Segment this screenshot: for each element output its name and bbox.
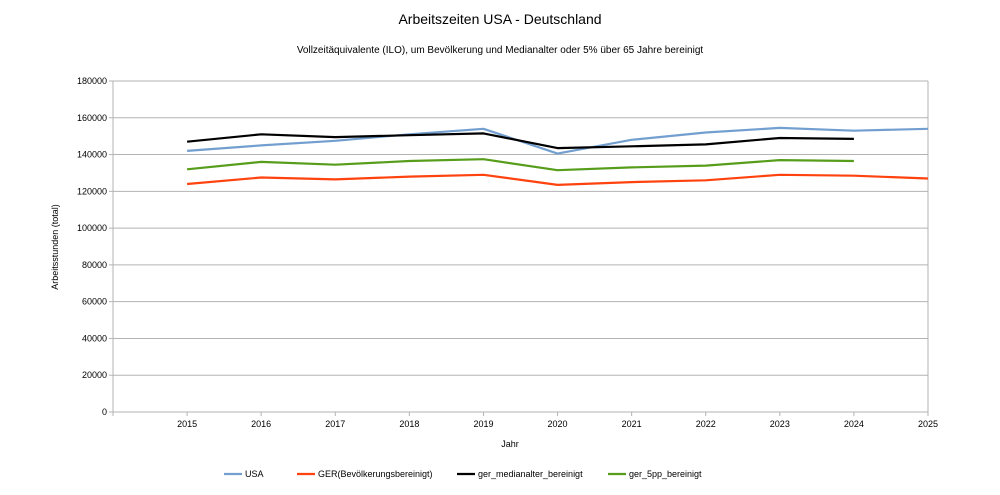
x-tick-label: 2025 — [918, 419, 938, 429]
y-tick-label: 120000 — [77, 186, 107, 196]
y-tick-label: 80000 — [82, 260, 107, 270]
y-tick-label: 40000 — [82, 333, 107, 343]
y-tick-label: 20000 — [82, 370, 107, 380]
series-line-ger-medianalter-bereinigt — [186, 132, 854, 150]
series-line-ger-5pp-bereinigt — [186, 158, 854, 172]
grid — [109, 80, 929, 416]
x-tick-label: 2015 — [177, 419, 197, 429]
y-tick-label: 160000 — [77, 113, 107, 123]
x-tick-label: 2022 — [696, 419, 716, 429]
x-axis-label: Jahr — [501, 439, 519, 449]
chart-title: Arbeitszeiten USA - Deutschland — [398, 11, 601, 27]
y-tick-label: 100000 — [77, 223, 107, 233]
legend-label: GER(Bevölkerungsbereinigt) — [318, 469, 433, 479]
x-tick-label: 2017 — [325, 419, 345, 429]
y-tick-label: 0 — [102, 407, 107, 417]
legend-label: ger_5pp_bereinigt — [629, 469, 702, 479]
legend: USA GER(Bevölkerungsbereinigt) ger_mediana… — [224, 469, 702, 479]
x-tick-label: 2020 — [548, 419, 568, 429]
x-tick-label: 2021 — [622, 419, 642, 429]
y-axis-label: Arbeitsstunden (total) — [50, 204, 60, 290]
x-tick-label: 2024 — [844, 419, 864, 429]
legend-label: ger_medianalter_bereinigt — [478, 469, 583, 479]
x-tick-label: 2018 — [399, 419, 419, 429]
y-tick-label: 180000 — [77, 76, 107, 86]
x-tick-label: 2023 — [770, 419, 790, 429]
y-axis-ticks: 0 20000 40000 60000 80000 100000 120000 140000 1… — [77, 76, 107, 417]
legend-label: USA — [245, 469, 264, 479]
y-tick-label: 140000 — [77, 150, 107, 160]
series-line-ger-bev-lkerungsbereinigt — [187, 173, 929, 186]
x-axis-ticks: 2015 2016 2017 2018 2019 2020 2021 2022 2023 2024… — [177, 419, 938, 429]
x-tick-label: 2016 — [251, 419, 271, 429]
x-tick-label: 2019 — [473, 419, 493, 429]
series-group — [186, 126, 929, 186]
y-tick-label: 60000 — [82, 297, 107, 307]
series-line-usa — [187, 126, 929, 155]
chart-subtitle: Vollzeitäquivalente (ILO), um Bevölkerun… — [297, 45, 704, 56]
